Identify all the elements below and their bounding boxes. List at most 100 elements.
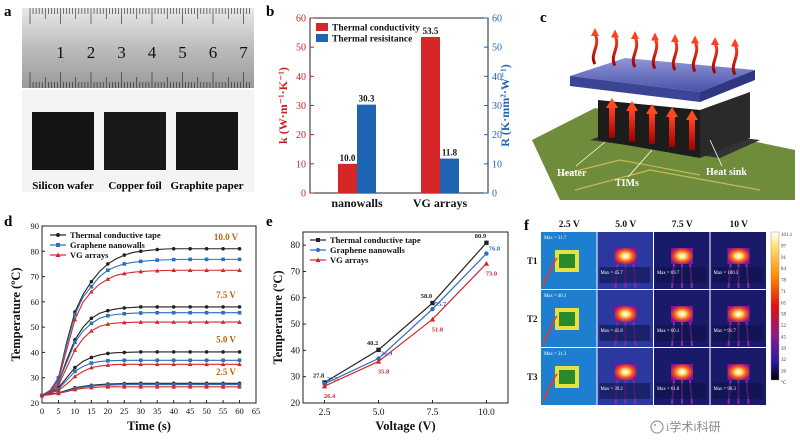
ytick-right-label: 60 [492,14,502,25]
heat-wave-arrow [691,40,699,73]
chart-d-point [171,362,176,367]
chart-d-point [138,305,143,309]
ruler-numbers: 1 2 3 4 5 6 7 [56,43,248,62]
heat-sink-side [700,70,755,102]
xtick-label: 10 [71,406,80,416]
xtick-label: 55 [219,406,228,416]
colorbar-tick-label: 58 [781,313,787,318]
chart-d-point [105,362,111,367]
chart-d-point [56,388,61,393]
ytick-left-label: 50 [296,43,306,54]
watermark: i学术i科研 [650,419,721,434]
inner-arrows [606,98,698,150]
chart-b-bar [440,158,459,193]
chart-d-point [122,358,127,363]
chart-d-point [237,358,242,363]
chart-e-data-label: 80.9 [475,233,487,240]
chart-d-legend-marker [55,252,61,257]
leader-tims [627,149,653,178]
inner-arrow-shaft [669,117,675,147]
ytick-label: 90 [31,221,40,231]
chart-d-point [237,305,242,309]
chart-d-point [122,306,127,310]
chart-b-bar [421,36,440,194]
thermal-hotspot [671,248,693,264]
thermal-hotspot [614,248,637,264]
chart-d-point [56,380,61,385]
chart-d-point [187,362,193,367]
chart-d-point [220,267,226,273]
heat-wave-arrowhead [651,32,659,41]
chart-e-data-label: 26.4 [324,393,336,400]
colorbar-tick-label: 91 [781,256,787,261]
colorbar-tick-label: 26 [781,370,787,375]
xtick-label: 5.0 [373,408,385,418]
heat-wave-arrowhead [591,28,599,36]
thermal-max-text: Max = 69.7 [657,271,680,276]
inner-arrow-shaft [629,111,635,141]
chart-b-ylabel-right: R (K·mm²·W⁻¹) [498,64,512,147]
chart-d-point [106,351,110,356]
thermal-stats-box [599,267,650,283]
chart-d-point [89,321,94,326]
chart-d-point [89,365,94,370]
xtick-label: 50 [202,406,211,416]
inner-arrow-head [646,104,658,114]
chart-d-point [188,358,192,363]
chart-e-point [430,306,435,312]
chart-d-point [122,262,127,266]
chart-e-point [376,347,381,353]
chart-d: 0 5 10 15 20 25 30 35 40 45 50 55 60 65 20 30 40 50 60 70 80… [9,221,260,433]
ytick-label: 20 [31,398,40,408]
xtick-label: 40 [169,406,178,416]
chart-d-point [56,391,61,396]
chart-d-point [72,317,78,322]
ruler-ticks [29,8,250,88]
thermal-max-text: Max = 60.1 [657,329,680,334]
chart-d-point [154,319,160,324]
chart-d-point [138,311,143,315]
chart-e-frame [302,231,509,404]
heat-wave-arrow [611,34,619,67]
panel-d-letter: d [4,214,13,230]
chart-b-bar-label: 10.0 [340,153,356,163]
chart-b-bar-label: 30.3 [359,94,375,104]
ytick-label: 30 [291,373,301,383]
thermal-hotspot [727,306,750,322]
xtick-label: 45 [186,406,195,416]
chart-e-data-label: 76.8 [489,246,501,253]
chart-e-data-label: 40.2 [367,340,378,347]
xtick-label: 7.5 [427,408,439,418]
chart-e-ylabel: Temperature (ºC) [271,270,285,364]
thermal-wire [542,257,558,287]
chart-e-xlabel: Voltage (V) [375,419,435,433]
xtick-label: 30 [137,406,146,416]
chart-d-point [138,319,144,324]
chart-b-bar [357,104,376,193]
ytick-right-label: 40 [492,72,502,83]
chart-d-point [171,305,176,309]
ytick-right-label: 50 [492,43,502,54]
chart-d-point [237,362,242,367]
chart-e-series-line [324,263,487,387]
chart-d-series-line [41,269,240,396]
xtick-label: 5 [56,406,60,416]
xtick-label: 0 [40,406,44,416]
chart-e-data-label: 58.0 [421,293,432,300]
thermal-max-text: Max = 40.1 [544,294,567,299]
heat-wave-arrowhead [731,38,739,47]
heat-wave-arrowhead [671,34,679,42]
chart-d-point [220,384,226,389]
chart-d-xlabel: Time (s) [127,419,171,433]
colorbar-tick-label: 52 [781,324,787,329]
chart-d-point [237,257,242,262]
ruler-number: 1 [56,43,65,62]
chart-d-point [138,249,143,254]
chart-e-legend-label: VG arrays [330,255,369,265]
ytick-label: 40 [31,347,40,357]
chart-d-point [204,358,209,363]
heat-wave-arrow [591,33,599,65]
heat-wave-arrowhead [711,37,719,45]
chart-d-point [138,269,144,274]
